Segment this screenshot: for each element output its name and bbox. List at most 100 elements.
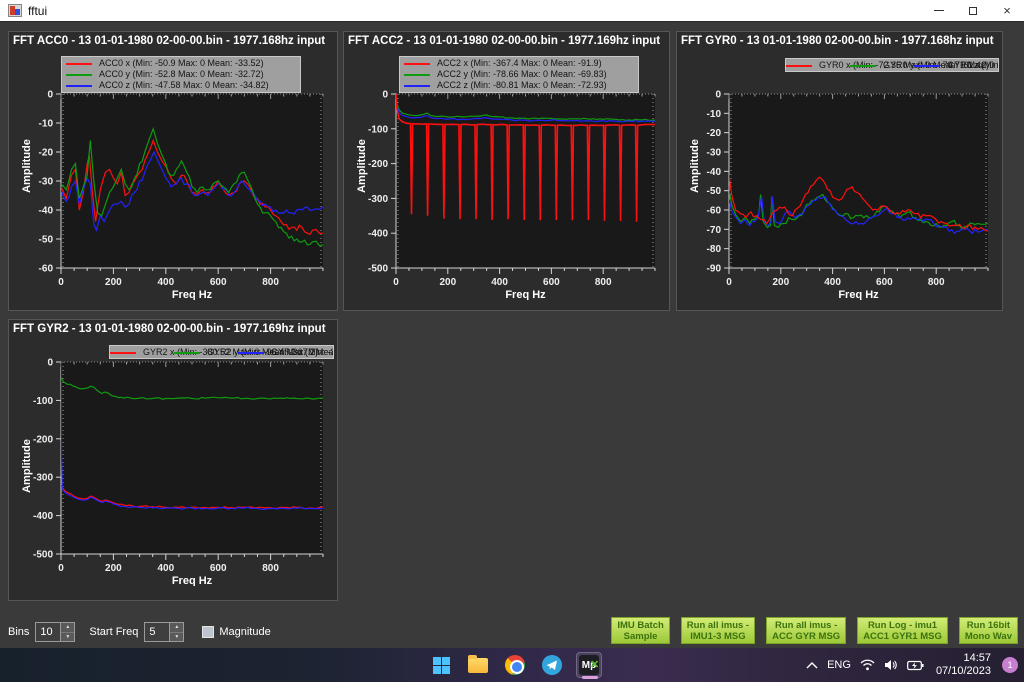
bins-down-icon[interactable]: ▼ xyxy=(61,631,75,641)
battery-icon[interactable] xyxy=(907,660,924,671)
window-title: fftui xyxy=(28,3,48,18)
legend-swatch-icon xyxy=(174,351,200,354)
volume-icon[interactable] xyxy=(884,659,898,671)
bins-up-icon[interactable]: ▲ xyxy=(61,623,75,632)
chart-legend: GYR2 x (Min: -380.52 Max: 0 Mean: -367.2… xyxy=(109,345,334,359)
svg-text:-40: -40 xyxy=(39,206,54,217)
legend-entry: ACC2 x (Min: -367.4 Max: 0 Mean: -91.9) xyxy=(404,58,634,69)
legend-entry: GYR0 y (Min: -74.71 Max: 0 Mean: -62.85) xyxy=(850,60,998,71)
run-button-3[interactable]: Run Log - imu1 ACC1 GYR1 MSG xyxy=(857,617,948,644)
svg-text:-500: -500 xyxy=(368,264,388,275)
svg-text:-40: -40 xyxy=(707,167,722,178)
svg-text:800: 800 xyxy=(262,277,279,288)
legend-swatch-icon xyxy=(404,73,430,76)
legend-label: GYR0 z (Min: -80.04 Max: 0 Mean: -64.05)… xyxy=(947,60,999,70)
svg-text:-80: -80 xyxy=(707,244,722,255)
start-freq-stepper[interactable]: 5 ▲ ▼ xyxy=(144,622,185,642)
svg-text:200: 200 xyxy=(772,277,789,288)
legend-swatch-icon xyxy=(66,84,92,87)
telegram-icon xyxy=(542,655,562,675)
svg-text:-20: -20 xyxy=(707,128,722,139)
run-button-2[interactable]: Run all imus - ACC GYR MSG xyxy=(766,617,847,644)
svg-text:-20: -20 xyxy=(39,148,54,159)
svg-text:Freq Hz: Freq Hz xyxy=(505,289,546,300)
run-button-1[interactable]: Run all imus - IMU1-3 MSG xyxy=(680,617,756,644)
legend-entry: ACC0 y (Min: -52.8 Max: 0 Mean: -32.72) xyxy=(66,69,296,80)
restore-button[interactable] xyxy=(956,0,990,21)
svg-text:800: 800 xyxy=(595,277,612,288)
legend-label: ACC0 y (Min: -52.8 Max: 0 Mean: -32.72) xyxy=(99,69,264,79)
legend-entry: GYR0 x (Min: -72.36 Max: 0 Mean: -61.42) xyxy=(786,60,989,71)
chrome-button[interactable] xyxy=(502,652,528,678)
svg-text:0: 0 xyxy=(726,277,732,288)
bins-value[interactable]: 10 xyxy=(36,623,61,641)
svg-text:-60: -60 xyxy=(707,206,722,217)
svg-text:-500: -500 xyxy=(33,550,53,561)
tray-chevron-up-icon[interactable] xyxy=(806,661,818,669)
legend-swatch-icon xyxy=(914,64,940,67)
legend-label: GYR2 x (Min: -380.52 Max: 0 Mean: -367.2… xyxy=(143,347,319,357)
minimize-icon xyxy=(934,10,944,11)
svg-text:0: 0 xyxy=(47,90,53,101)
svg-text:800: 800 xyxy=(928,277,945,288)
magnitude-checkbox-group[interactable]: Magnitude xyxy=(202,626,271,638)
bins-stepper[interactable]: 10 ▲ ▼ xyxy=(35,622,76,642)
legend-entry: ACC2 z (Min: -80.81 Max: 0 Mean: -72.93) xyxy=(404,80,634,91)
svg-text:200: 200 xyxy=(105,563,122,574)
clock[interactable]: 14:57 07/10/2023 xyxy=(936,652,991,678)
svg-text:-10: -10 xyxy=(707,109,722,120)
wifi-icon[interactable] xyxy=(860,659,875,671)
legend-label: ACC0 z (Min: -47.58 Max: 0 Mean: -34.82) xyxy=(99,80,269,90)
svg-text:200: 200 xyxy=(105,277,122,288)
language-indicator[interactable]: ENG xyxy=(827,659,851,671)
fftui-taskbar-button[interactable]: Mp ✕ xyxy=(576,652,602,679)
legend-label: GYR0 y (Min: -74.71 Max: 0 Mean: -62.85) xyxy=(883,60,998,70)
svg-text:Freq Hz: Freq Hz xyxy=(172,289,213,300)
legend-entry: ACC0 x (Min: -50.9 Max: 0 Mean: -33.52) xyxy=(66,58,296,69)
legend-label: ACC2 x (Min: -367.4 Max: 0 Mean: -91.9) xyxy=(437,58,602,68)
magnitude-checkbox[interactable] xyxy=(202,626,215,638)
legend-label: GYR0 x (Min: -72.36 Max: 0 Mean: -61.42) xyxy=(819,60,990,70)
chart-plot-area: 0 -10 -20 -30 -40 -50 -60 -70 -80 -90 0 200 400 600 80… xyxy=(695,88,994,300)
chart-title: FFT GYR2 - 13 01-01-1980 02-00-00.bin - … xyxy=(13,323,326,335)
chart-title: FFT ACC0 - 13 01-01-1980 02-00-00.bin - … xyxy=(13,35,326,47)
svg-text:600: 600 xyxy=(210,563,227,574)
svg-text:600: 600 xyxy=(876,277,893,288)
run-button-0[interactable]: IMU Batch Sample xyxy=(611,617,670,644)
file-explorer-button[interactable] xyxy=(465,652,491,678)
window-titlebar: fftui × xyxy=(0,0,1024,22)
legend-swatch-icon xyxy=(786,64,812,67)
magnitude-label: Magnitude xyxy=(219,626,271,638)
chrome-icon xyxy=(505,655,525,675)
svg-text:-300: -300 xyxy=(368,194,388,205)
legend-swatch-icon xyxy=(404,84,430,87)
svg-text:400: 400 xyxy=(824,277,841,288)
legend-entry: ACC2 y (Min: -78.66 Max: 0 Mean: -69.83) xyxy=(404,69,634,80)
run-buttons-group: IMU Batch Sample Run all imus - IMU1-3 MS… xyxy=(611,617,1018,644)
svg-text:800: 800 xyxy=(262,563,279,574)
start-freq-value[interactable]: 5 xyxy=(145,623,170,641)
svg-text:0: 0 xyxy=(715,90,721,101)
chart-title: FFT GYR0 - 13 01-01-1980 02-00-00.bin - … xyxy=(681,35,994,47)
chart-legend: ACC2 x (Min: -367.4 Max: 0 Mean: -91.9) A… xyxy=(399,56,639,93)
legend-swatch-icon xyxy=(404,62,430,65)
svg-text:-100: -100 xyxy=(33,396,53,407)
svg-text:-200: -200 xyxy=(33,434,53,445)
bottom-control-bar: Bins 10 ▲ ▼ Start Freq 5 ▲ ▼ xyxy=(0,616,1024,648)
close-button[interactable]: × xyxy=(1003,3,1011,18)
time-text: 14:57 xyxy=(963,652,991,664)
svg-text:Freq Hz: Freq Hz xyxy=(838,289,879,300)
start-button[interactable] xyxy=(428,652,454,678)
start-freq-down-icon[interactable]: ▼ xyxy=(170,631,184,641)
legend-label: ACC2 z (Min: -80.81 Max: 0 Mean: -72.93) xyxy=(437,80,607,90)
svg-text:0: 0 xyxy=(393,277,399,288)
legend-entry: GYR2 z (Min: -384.87 Max: 0 Mean: -371.5… xyxy=(238,347,333,358)
minimize-button[interactable] xyxy=(922,0,956,21)
svg-text:-70: -70 xyxy=(707,225,722,236)
notification-badge[interactable]: 1 xyxy=(1002,657,1018,673)
telegram-button[interactable] xyxy=(539,652,565,678)
svg-text:-10: -10 xyxy=(39,119,54,130)
start-freq-up-icon[interactable]: ▲ xyxy=(170,623,184,632)
client-area: FFT ACC0 - 13 01-01-1980 02-00-00.bin - … xyxy=(0,23,1024,648)
run-button-4[interactable]: Run 16bit Mono Wav xyxy=(958,617,1018,644)
